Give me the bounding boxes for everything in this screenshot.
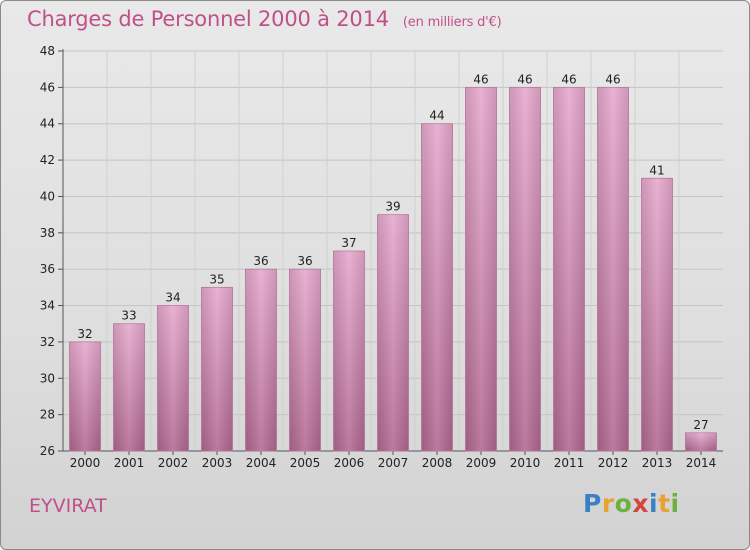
data-label: 33 [121, 309, 136, 323]
y-tick-label: 40 [40, 189, 55, 203]
y-tick-label: 36 [40, 262, 55, 276]
data-label: 35 [209, 272, 224, 286]
bar-shade [421, 123, 453, 452]
bar-shade [333, 251, 365, 451]
x-tick-label: 2013 [642, 456, 673, 470]
bar-shade [201, 287, 233, 451]
data-label: 46 [605, 72, 620, 86]
bars [69, 86, 717, 452]
x-tick-label: 2014 [686, 456, 717, 470]
data-label: 27 [693, 418, 708, 432]
x-tick-label: 2012 [598, 456, 629, 470]
logo-letter: r [601, 489, 615, 518]
y-tick-label: 32 [40, 335, 55, 349]
data-label: 46 [473, 72, 488, 86]
logo-letter: i [670, 489, 680, 518]
data-label: 46 [517, 72, 532, 86]
x-tick-label: 2000 [70, 456, 101, 470]
logo-letter: t [658, 489, 671, 518]
bar-shade [289, 269, 321, 451]
bar-shade [69, 341, 101, 451]
x-tick-label: 2011 [554, 456, 585, 470]
y-tick-label: 38 [40, 226, 55, 240]
logo-letter: o [614, 489, 633, 518]
y-tick-label: 28 [40, 408, 55, 422]
x-tick-label: 2003 [202, 456, 233, 470]
bar-shade [377, 214, 409, 451]
bar-shade [465, 87, 497, 451]
y-tick-label: 44 [40, 117, 55, 131]
bar-shade [157, 305, 189, 451]
data-label: 39 [385, 200, 400, 214]
x-tick-label: 2004 [246, 456, 277, 470]
bar-shade [245, 269, 277, 451]
y-tick-label: 26 [40, 444, 55, 458]
y-tick-label: 34 [40, 299, 55, 313]
bar-shade [685, 432, 717, 451]
bar-shade [597, 87, 629, 451]
bar-shade [641, 178, 673, 452]
x-tick-label: 2001 [114, 456, 145, 470]
data-label: 36 [297, 254, 312, 268]
x-tick-label: 2002 [158, 456, 189, 470]
data-label: 46 [561, 72, 576, 86]
bar-shade [113, 323, 145, 451]
data-label: 44 [429, 109, 444, 123]
y-tick-label: 42 [40, 153, 55, 167]
y-tick-label: 46 [40, 80, 55, 94]
x-tick-label: 2005 [290, 456, 321, 470]
commune-name: EYVIRAT [29, 495, 107, 517]
chart-unit: (en milliers d'€) [402, 15, 502, 30]
data-label: 36 [253, 254, 268, 268]
bar-shade [509, 87, 541, 451]
bar-shade [553, 87, 585, 451]
x-tick-label: 2006 [334, 456, 365, 470]
data-label: 34 [165, 291, 180, 305]
x-tick-label: 2010 [510, 456, 541, 470]
logo-letter: i [649, 489, 659, 518]
data-label: 37 [341, 236, 356, 250]
logo-letter: P [583, 489, 602, 518]
proxiti-logo: Proxiti [583, 489, 680, 518]
data-label: 41 [649, 163, 664, 177]
logo-letter: x [632, 489, 649, 518]
chart-title: Charges de Personnel 2000 à 2014 (en mill… [27, 7, 502, 31]
y-tick-label: 48 [40, 44, 55, 58]
labels: 26 28 30 32 34 36 38 40 42 44 46 48 32 2000 33 2001 34 20… [40, 44, 717, 470]
x-tick-label: 2007 [378, 456, 409, 470]
x-tick-label: 2008 [422, 456, 453, 470]
y-tick-label: 30 [40, 371, 55, 385]
data-label: 32 [77, 327, 92, 341]
x-tick-label: 2009 [466, 456, 497, 470]
